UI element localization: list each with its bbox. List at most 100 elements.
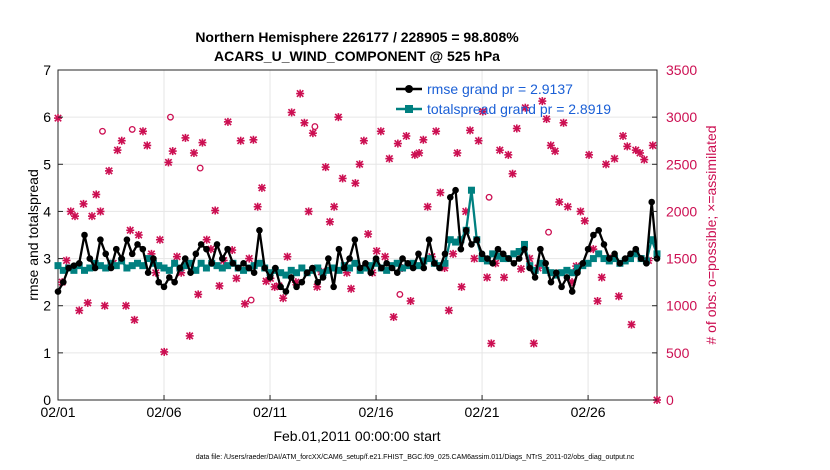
obs-assimilated-point	[474, 136, 483, 145]
y-axis-label: rmse and totalspread	[25, 169, 41, 301]
obs-assimilated-point	[393, 139, 402, 148]
y-tick-label: 2	[43, 298, 51, 314]
rmse-point	[240, 259, 247, 267]
totalspread-point	[293, 269, 301, 277]
obs-assimilated-point	[542, 115, 551, 124]
totalspread-point	[112, 262, 120, 270]
totalspread-point	[70, 266, 78, 274]
obs-assimilated-point	[470, 254, 479, 263]
totalspread-point	[409, 259, 417, 267]
rmse-point	[521, 245, 528, 253]
totalspread-point	[351, 259, 359, 267]
rmse-point	[245, 264, 253, 272]
totalspread-point	[335, 266, 343, 274]
rmse-point	[75, 259, 83, 267]
obs-assimilated-point	[321, 163, 330, 172]
obs-assimilated-point	[640, 155, 649, 164]
obs-assimilated-point	[54, 114, 62, 123]
totalspread-point	[86, 264, 94, 272]
rmse-point	[473, 236, 481, 244]
obs-possible-point	[396, 290, 404, 298]
totalspread-point	[266, 269, 274, 277]
rmse-point	[367, 269, 375, 277]
totalspread-point	[611, 255, 619, 263]
legend-spread-marker	[405, 105, 413, 113]
rmse-point	[298, 278, 306, 286]
totalspread-point	[155, 262, 163, 270]
rmse-point	[616, 259, 624, 267]
rmse-point	[81, 231, 88, 239]
rmse-point	[378, 264, 385, 272]
rmse-point	[409, 264, 417, 272]
obs-assimilated-point	[508, 169, 517, 178]
obs-assimilated-point	[215, 281, 224, 290]
obs-assimilated-point	[423, 202, 432, 211]
rmse-point	[388, 264, 396, 272]
obs-assimilated-point	[495, 146, 504, 155]
obs-assimilated-point	[100, 301, 109, 310]
obs-count-markers	[54, 89, 661, 404]
totalspread-point	[547, 269, 555, 277]
x-tick-label: 02/21	[465, 404, 500, 420]
obs-assimilated-point	[232, 274, 241, 283]
chart-subtitle: ACARS_U_WIND_COMPONENT @ 525 hPa	[214, 48, 500, 64]
obs-assimilated-point	[296, 89, 305, 98]
totalspread-point	[446, 236, 454, 244]
rmse-point	[510, 259, 518, 267]
rmse-point	[494, 245, 502, 253]
y-tick-label: 7	[43, 62, 51, 78]
rmse-point	[330, 283, 337, 291]
totalspread-point	[54, 262, 62, 270]
rmse-point	[531, 274, 539, 281]
rmse-point	[489, 259, 496, 267]
totalspread-point	[568, 269, 576, 277]
rmse-point	[197, 241, 205, 248]
obs-assimilated-point	[538, 97, 547, 106]
obs-assimilated-point	[104, 166, 113, 175]
y-tick-label: 5	[43, 156, 51, 172]
obs-possible-point	[167, 113, 174, 121]
rmse-point	[340, 264, 348, 272]
totalspread-point	[107, 259, 115, 267]
totalspread-point	[626, 255, 634, 263]
obs-assimilated-point	[449, 249, 458, 258]
obs-assimilated-point	[126, 226, 135, 235]
legend: rmse grand pr = 2.9137 totalspread grand…	[396, 81, 611, 117]
rmse-point	[319, 274, 327, 281]
rmse-point	[621, 255, 629, 262]
rmse-point	[441, 250, 449, 258]
rmse-point	[547, 278, 555, 286]
totalspread-point	[346, 264, 354, 272]
x-tick-label: 02/16	[359, 404, 394, 420]
obs-assimilated-point	[245, 254, 254, 263]
totalspread-point	[494, 252, 502, 260]
y-right-tick-label: 3500	[666, 62, 697, 78]
rmse-point	[219, 255, 226, 262]
rmse-point	[335, 245, 343, 253]
obs-assimilated-point	[406, 297, 415, 305]
obs-assimilated-point	[648, 141, 657, 150]
obs-assimilated-point	[92, 190, 101, 199]
x-tick-label: 02/06	[146, 404, 181, 420]
obs-assimilated-point	[610, 154, 619, 163]
obs-assimilated-point	[457, 282, 466, 291]
obs-assimilated-point	[138, 127, 147, 136]
rmse-point	[346, 255, 353, 262]
rmse-point	[362, 259, 369, 267]
totalspread-point	[425, 255, 433, 263]
obs-assimilated-point	[376, 127, 385, 136]
obs-assimilated-point	[593, 297, 602, 305]
totalspread-point	[324, 266, 332, 274]
y-right-tick-label: 1000	[666, 298, 697, 314]
obs-possible-point	[485, 193, 493, 201]
totalspread-point	[515, 248, 523, 255]
rmse-point	[325, 255, 332, 262]
rmse-point	[632, 245, 640, 253]
obs-assimilated-point	[487, 339, 496, 348]
obs-assimilated-point	[453, 148, 462, 157]
y-right-tick-label: 0	[666, 392, 674, 408]
y-right-tick-label: 2500	[666, 156, 697, 172]
obs-assimilated-point	[164, 158, 173, 167]
obs-assimilated-point	[70, 212, 79, 221]
obs-assimilated-point	[181, 133, 190, 142]
